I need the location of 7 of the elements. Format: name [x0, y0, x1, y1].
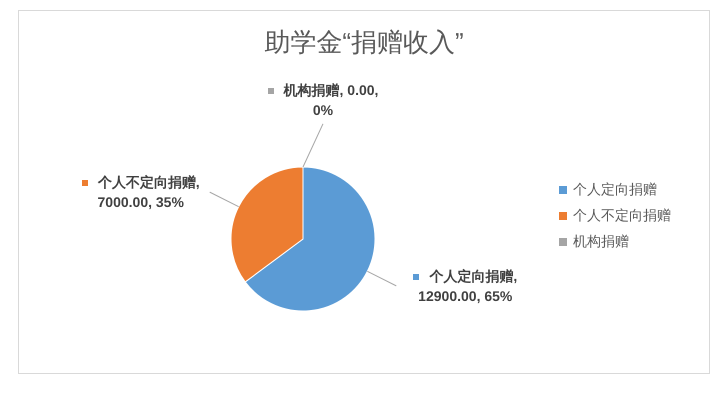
data-label: 个人不定向捐赠, 7000.00, 35%: [96, 173, 201, 212]
text: 机构捐赠, 0.00, 0%: [284, 82, 378, 118]
chart-title: 助学金“捐赠收入”: [263, 26, 465, 59]
legend-label: 个人定向捐赠: [572, 180, 658, 199]
legend-label: 个人不定向捐赠: [572, 206, 671, 225]
data-label: 个人定向捐赠, 12900.00, 65%: [417, 266, 518, 306]
legend-label: 机构捐赠: [572, 232, 630, 251]
